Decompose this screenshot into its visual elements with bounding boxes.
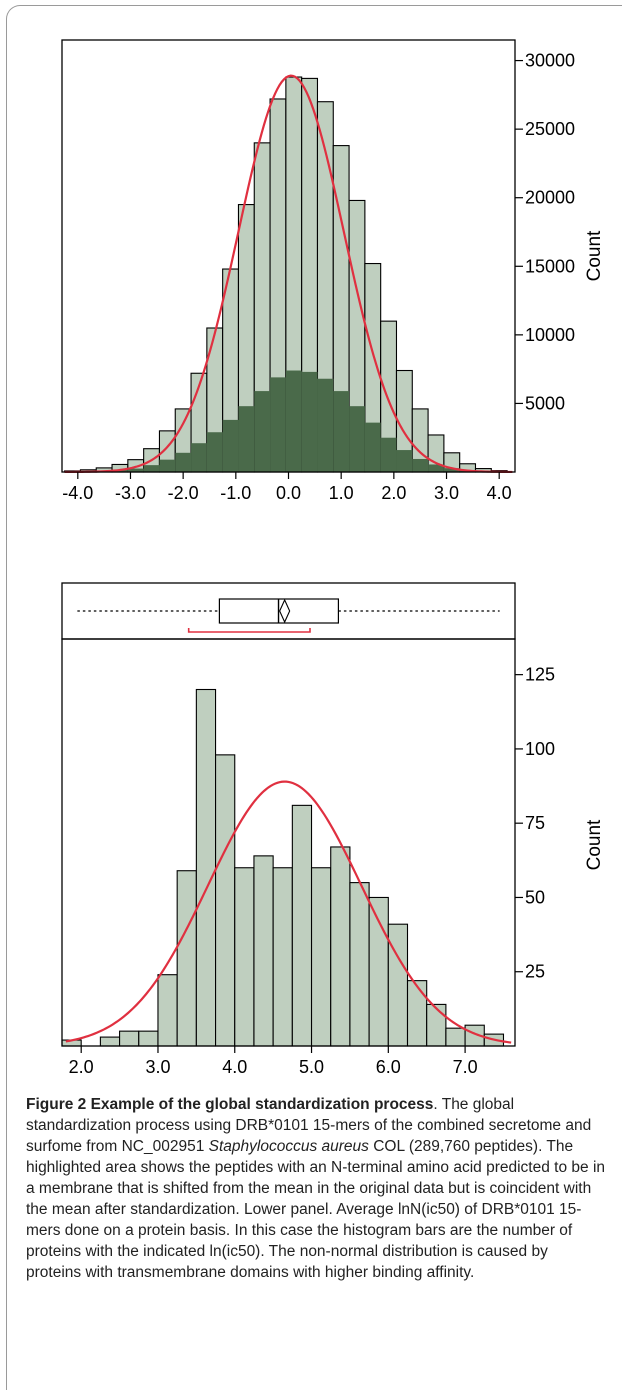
x-tick-label: -2.0 [168, 483, 199, 503]
membrane-bar [191, 443, 207, 472]
bottom-plot-area [61, 638, 516, 1047]
x-tick-label: 4.0 [222, 1057, 247, 1077]
membrane-bar [222, 419, 239, 472]
membrane-bar [364, 422, 381, 472]
top-y-axis-label: Count [584, 230, 605, 281]
histogram-bar [272, 867, 293, 1047]
membrane-bar [175, 452, 192, 472]
histogram-bar [119, 1030, 140, 1047]
histogram-bar [138, 1030, 159, 1047]
figure-frame [6, 5, 622, 1390]
membrane-bar [143, 465, 160, 472]
caption-text-part-1: . The global standardization process usi… [26, 1096, 592, 1155]
top-x-axis: -4.0 -3.0 -2.0 -1.0 0.0 1.0 2.0 3.0 4.0 [62, 472, 512, 503]
histogram-bar [406, 980, 428, 1047]
y-tick-label: 10000 [525, 325, 575, 345]
membrane-bar [349, 406, 365, 472]
membrane-bar [412, 458, 429, 472]
y-tick-label: 15000 [525, 256, 575, 276]
histogram-bar [157, 974, 178, 1047]
histogram-bar [234, 867, 255, 1047]
box-plot-shortest-half-bracket [187, 628, 311, 633]
membrane-bar [254, 391, 271, 472]
x-tick-label: 7.0 [453, 1057, 478, 1077]
membrane-bar [428, 464, 444, 472]
x-tick-label: 1.0 [329, 483, 354, 503]
histogram-bar [349, 882, 370, 1047]
histogram-bar [253, 855, 274, 1047]
membrane-bar [159, 459, 176, 472]
membrane-bar [443, 468, 460, 472]
histogram-bar [176, 870, 197, 1047]
x-tick-label: 5.0 [299, 1057, 324, 1077]
top-histogram-chart: 5000 10000 15000 20000 25000 30000 -4.0 -3.0 -2… [61, 39, 605, 503]
caption-title: Figure 2 Example of the global standardi… [26, 1096, 434, 1113]
box-plot-mean-diamond [279, 598, 291, 624]
histogram-bar [195, 688, 217, 1047]
histogram-bar [445, 1027, 466, 1047]
membrane-bar [238, 406, 255, 472]
bottom-x-axis: 2.0 3.0 4.0 5.0 6.0 7.0 [69, 1046, 478, 1077]
top-histogram-membrane-bars [64, 370, 508, 472]
x-tick-label: 2.0 [381, 483, 406, 503]
y-tick-label: 25 [525, 962, 545, 982]
membrane-bar [317, 378, 334, 472]
caption-species-name: Staphylococcus aureus [208, 1138, 369, 1155]
y-tick-label: 25000 [525, 119, 575, 139]
x-tick-label: 6.0 [376, 1057, 401, 1077]
membrane-bar [285, 370, 302, 472]
histogram-bar [426, 1003, 447, 1047]
histogram-bar [310, 867, 332, 1047]
histogram-bar [99, 1036, 121, 1047]
caption-text-part-2: COL (289,760 peptides). The highlighted … [26, 1138, 606, 1281]
bottom-y-axis: 25 50 75 100 125 [515, 665, 555, 982]
y-tick-label: 75 [525, 813, 545, 833]
top-y-axis: 5000 10000 15000 20000 25000 30000 [515, 51, 575, 413]
x-tick-label: 4.0 [487, 483, 512, 503]
bottom-y-axis-label: Count [584, 819, 605, 870]
y-tick-label: 20000 [525, 188, 575, 208]
x-tick-label: 0.0 [276, 483, 301, 503]
y-tick-label: 125 [525, 665, 555, 685]
membrane-bar [333, 391, 350, 472]
histogram-bar [387, 923, 409, 1047]
membrane-bar [270, 377, 286, 472]
x-tick-label: 3.0 [434, 483, 459, 503]
y-tick-label: 30000 [525, 51, 575, 71]
x-tick-label: -4.0 [62, 483, 93, 503]
bottom-histogram-chart: 25 50 75 100 125 2.0 3.0 4.0 5.0 6.0 7.0 Count [61, 582, 605, 1077]
histogram-bar [291, 804, 313, 1047]
box-plot [77, 598, 500, 633]
y-tick-label: 100 [525, 739, 555, 759]
figure-caption: Figure 2 Example of the global standardi… [26, 1094, 606, 1283]
y-tick-label: 50 [525, 887, 545, 907]
top-normal-fit-curve [64, 74, 513, 474]
membrane-bar [127, 468, 144, 472]
histogram-bar [215, 754, 236, 1047]
membrane-bar [380, 437, 397, 472]
membrane-bar [396, 450, 413, 472]
histogram-bar [330, 846, 351, 1047]
x-tick-label: 2.0 [69, 1057, 94, 1077]
membrane-bar [301, 371, 318, 472]
x-tick-label: -3.0 [115, 483, 146, 503]
x-tick-label: -1.0 [220, 483, 251, 503]
bottom-histogram-bars [61, 688, 505, 1047]
x-tick-label: 3.0 [145, 1057, 170, 1077]
membrane-bar [206, 432, 223, 472]
bottom-normal-fit-curve [65, 780, 512, 1044]
y-tick-label: 5000 [525, 393, 565, 413]
